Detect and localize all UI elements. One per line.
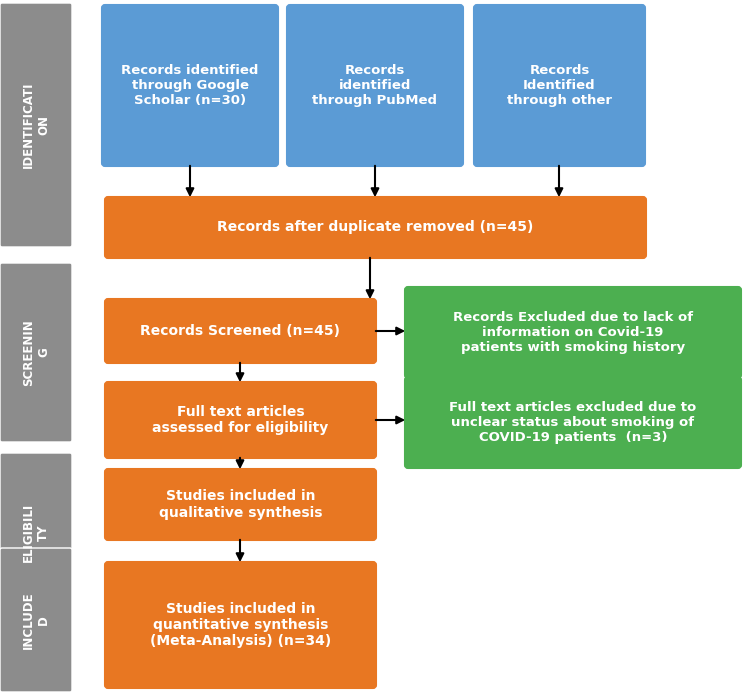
Text: ELIGIBILI
TY: ELIGIBILI TY (22, 503, 50, 562)
Text: Records
identified
through PubMed: Records identified through PubMed (313, 64, 437, 107)
Text: Records after duplicate removed (n=45): Records after duplicate removed (n=45) (217, 220, 534, 234)
FancyBboxPatch shape (405, 377, 741, 468)
FancyBboxPatch shape (287, 5, 463, 166)
FancyBboxPatch shape (105, 299, 376, 363)
Text: Studies included in
qualitative synthesis: Studies included in qualitative synthesi… (159, 489, 322, 519)
Text: IDENTIFICATI
ON: IDENTIFICATI ON (22, 82, 50, 168)
Text: Records Screened (n=45): Records Screened (n=45) (140, 324, 340, 338)
FancyBboxPatch shape (0, 263, 72, 442)
FancyBboxPatch shape (105, 382, 376, 458)
Text: Records
Identified
through other: Records Identified through other (507, 64, 612, 107)
FancyBboxPatch shape (405, 287, 741, 378)
Text: Records Excluded due to lack of
information on Covid-19
patients with smoking hi: Records Excluded due to lack of informat… (453, 311, 693, 354)
FancyBboxPatch shape (0, 453, 72, 612)
FancyBboxPatch shape (105, 562, 376, 688)
FancyBboxPatch shape (0, 548, 72, 692)
Text: INCLUDE
D: INCLUDE D (22, 592, 50, 649)
Text: SCREENIN
G: SCREENIN G (22, 319, 50, 386)
Text: Full text articles
assessed for eligibility: Full text articles assessed for eligibil… (152, 405, 328, 435)
Text: Studies included in
quantitative synthesis
(Meta-Analysis) (n=34): Studies included in quantitative synthes… (150, 602, 332, 648)
FancyBboxPatch shape (105, 197, 646, 258)
FancyBboxPatch shape (0, 3, 72, 247)
Text: Full text articles excluded due to
unclear status about smoking of
COVID-19 pati: Full text articles excluded due to uncle… (449, 401, 697, 444)
FancyBboxPatch shape (102, 5, 278, 166)
FancyBboxPatch shape (105, 469, 376, 540)
FancyBboxPatch shape (474, 5, 645, 166)
Text: Records identified
through Google
Scholar (n=30): Records identified through Google Schola… (122, 64, 259, 107)
